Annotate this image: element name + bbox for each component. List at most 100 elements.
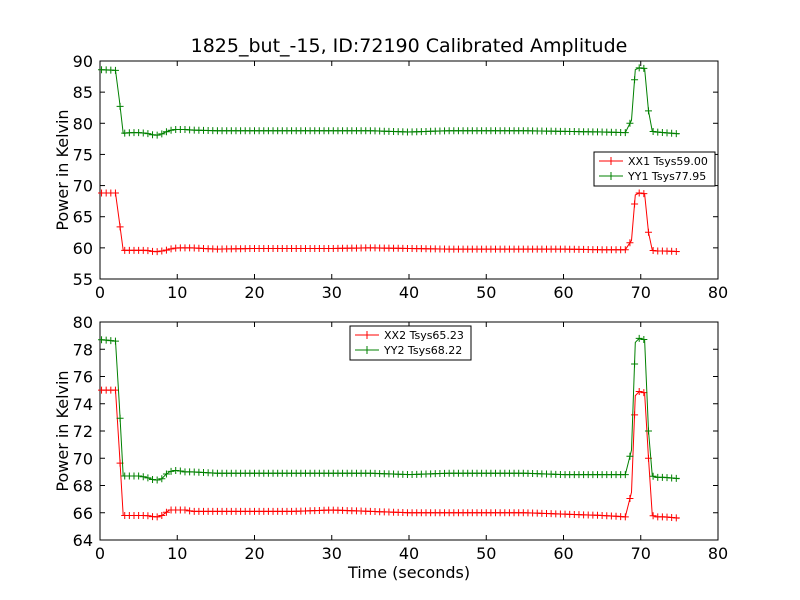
- x-tick-label: 60: [553, 283, 573, 302]
- data-point: [153, 513, 161, 521]
- data-point: [672, 130, 680, 138]
- data-point: [116, 414, 124, 422]
- data-point: [111, 189, 119, 197]
- y-tick-label: 64: [73, 531, 93, 550]
- top-series: [98, 64, 680, 256]
- data-point: [162, 246, 170, 254]
- x-tick-label: 30: [322, 283, 342, 302]
- chart-title: 1825_but_-15, ID:72190 Calibrated Amplit…: [191, 35, 628, 57]
- x-tick-label: 50: [476, 544, 496, 563]
- data-point: [672, 514, 680, 522]
- data-point: [621, 513, 629, 521]
- x-tick-label: 0: [95, 283, 105, 302]
- bottom-y-axis-label: Power in Kelvin: [53, 370, 72, 491]
- data-point: [640, 190, 648, 198]
- y-tick-label: 80: [73, 114, 93, 133]
- data-point: [631, 76, 639, 84]
- y-tick-label: 60: [73, 239, 93, 258]
- data-point: [672, 474, 680, 482]
- data-point: [167, 126, 175, 134]
- y-tick-label: 90: [73, 52, 93, 71]
- legend-label: XX1 Tsys59.00: [628, 155, 708, 168]
- x-tick-label: 80: [708, 544, 728, 563]
- legend-marker: [607, 172, 615, 180]
- x-tick-label: 70: [631, 544, 651, 563]
- data-point: [158, 130, 166, 138]
- data-point: [144, 474, 152, 482]
- data-point: [649, 512, 657, 520]
- bottom-series: [98, 334, 680, 522]
- y-tick-label: 74: [73, 395, 93, 414]
- data-point: [116, 102, 124, 110]
- data-point: [644, 107, 652, 115]
- data-point: [116, 223, 124, 231]
- data-point: [176, 467, 184, 475]
- data-point: [111, 66, 119, 74]
- x-tick-label: 0: [95, 544, 105, 563]
- y-tick-label: 78: [73, 340, 93, 359]
- data-point: [635, 64, 643, 72]
- legend-marker: [363, 346, 371, 354]
- y-tick-label: 80: [73, 313, 93, 332]
- data-point: [167, 245, 175, 253]
- data-point: [158, 511, 166, 519]
- data-point: [644, 427, 652, 435]
- data-point: [167, 467, 175, 475]
- data-point: [144, 512, 152, 520]
- x-tick-label: 20: [244, 544, 264, 563]
- data-point: [635, 334, 643, 342]
- data-point: [635, 189, 643, 197]
- data-point: [186, 507, 194, 515]
- bottom-legend: XX2 Tsys65.23 YY2 Tsys68.22: [349, 325, 472, 361]
- bottom-ticks: 0 10 20 30 40 50 60 70 80 64 66 68 70 72 74 76 78 80: [73, 313, 729, 563]
- legend-label: YY2 Tsys68.22: [383, 344, 462, 357]
- data-point: [672, 247, 680, 255]
- data-point: [635, 387, 643, 395]
- y-tick-label: 70: [73, 449, 93, 468]
- data-point: [153, 476, 161, 484]
- y-tick-label: 70: [73, 177, 93, 196]
- y-tick-label: 66: [73, 504, 93, 523]
- y-tick-label: 76: [73, 368, 93, 387]
- data-point: [649, 128, 657, 136]
- data-point: [139, 129, 147, 137]
- data-point: [181, 506, 189, 514]
- x-tick-label: 70: [631, 283, 651, 302]
- data-point: [644, 228, 652, 236]
- top-ticks: 0 10 20 30 40 50 60 70 80 55 60 65 70 75 80 85 90: [73, 52, 729, 302]
- data-point: [631, 360, 639, 368]
- top-legend: XX1 Tsys59.00 YY1 Tsys77.95: [593, 151, 716, 187]
- data-point: [172, 467, 180, 475]
- x-tick-label: 80: [708, 283, 728, 302]
- x-tick-label: 30: [322, 544, 342, 563]
- y-tick-label: 68: [73, 477, 93, 496]
- x-tick-label: 60: [553, 544, 573, 563]
- x-tick-label: 50: [476, 283, 496, 302]
- top-y-axis-label: Power in Kelvin: [53, 109, 72, 230]
- x-axis-label: Time (seconds): [347, 563, 470, 582]
- data-point: [621, 129, 629, 137]
- data-point: [111, 337, 119, 345]
- data-point: [626, 494, 634, 502]
- data-point: [162, 128, 170, 136]
- legend-marker: [363, 331, 371, 339]
- data-point: [626, 119, 634, 127]
- x-tick-label: 10: [167, 544, 187, 563]
- data-point: [111, 386, 119, 394]
- data-point: [162, 470, 170, 478]
- data-point: [153, 131, 161, 139]
- data-point: [144, 130, 152, 138]
- data-point: [139, 473, 147, 481]
- x-tick-label: 20: [244, 283, 264, 302]
- top-panel: 0 10 20 30 40 50 60 70 80 55 60 65 70 75 80 85 90 XX1 Ts…: [53, 52, 728, 302]
- y-tick-label: 65: [73, 208, 93, 227]
- legend-box: [349, 325, 472, 361]
- legend-label: XX2 Tsys65.23: [384, 329, 464, 342]
- x-tick-label: 40: [399, 283, 419, 302]
- data-point: [621, 246, 629, 254]
- data-point: [162, 508, 170, 516]
- y-tick-label: 72: [73, 422, 93, 441]
- data-point: [158, 247, 166, 255]
- data-point: [621, 471, 629, 479]
